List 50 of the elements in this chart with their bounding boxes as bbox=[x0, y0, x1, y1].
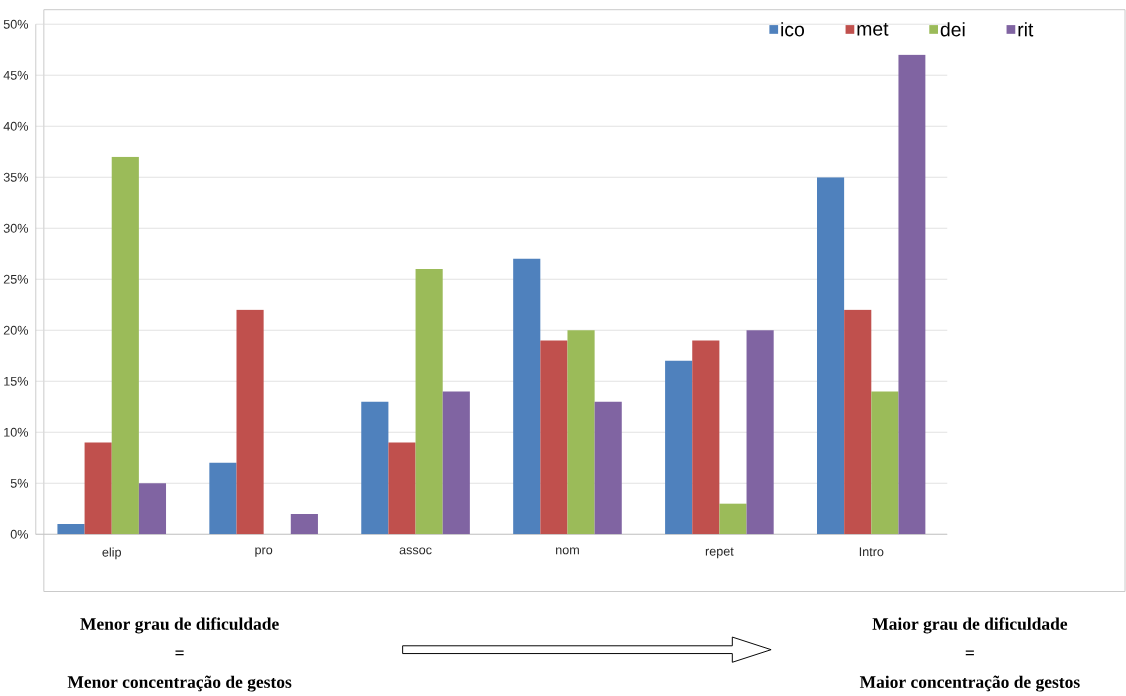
y-tick-label: 25% bbox=[3, 274, 29, 284]
legend-label: ico bbox=[781, 22, 805, 37]
bar bbox=[513, 258, 541, 535]
bar bbox=[871, 391, 899, 535]
bar bbox=[84, 442, 112, 535]
bar bbox=[57, 523, 85, 535]
legend-label: rit bbox=[1018, 22, 1034, 37]
y-tick-label: 45% bbox=[3, 70, 29, 80]
y-tick-label: 30% bbox=[3, 223, 29, 233]
x-tick-label: assoc bbox=[399, 547, 432, 555]
bar bbox=[746, 330, 774, 535]
legend-label: met bbox=[857, 22, 889, 36]
bar bbox=[844, 309, 872, 535]
x-tick-label: elip bbox=[102, 547, 121, 560]
bar bbox=[817, 177, 845, 535]
x-tick-label: nom bbox=[556, 547, 579, 555]
x-tick-label: repet bbox=[705, 547, 734, 559]
y-tick-label: 5% bbox=[10, 478, 29, 488]
text: = bbox=[175, 650, 184, 656]
bar bbox=[540, 340, 568, 535]
legend-label: dei bbox=[940, 22, 965, 37]
bar bbox=[898, 54, 926, 535]
bar bbox=[111, 156, 139, 535]
bar bbox=[692, 340, 720, 535]
bar bbox=[442, 391, 470, 535]
y-tick-label: 35% bbox=[3, 172, 29, 182]
bar bbox=[665, 360, 693, 535]
text: Maior concentração de gestos bbox=[859, 675, 1080, 692]
bar bbox=[719, 503, 747, 535]
y-tick-label: 10% bbox=[4, 427, 29, 437]
bar bbox=[388, 442, 416, 535]
y-tick-label: 15% bbox=[4, 376, 29, 386]
bar bbox=[567, 330, 595, 535]
text: = bbox=[965, 650, 974, 656]
bar bbox=[236, 309, 264, 535]
x-tick-label: pro bbox=[255, 547, 273, 557]
text: Maior grau de dificuldade bbox=[872, 617, 1068, 634]
text: Menor grau de dificuldade bbox=[80, 617, 279, 634]
y-tick-label: 0% bbox=[10, 529, 29, 539]
bar bbox=[415, 268, 443, 535]
bar bbox=[209, 462, 237, 535]
bar bbox=[290, 513, 318, 535]
y-tick-label: 50% bbox=[3, 19, 29, 29]
text: Menor concentração de gestos bbox=[67, 675, 292, 692]
y-tick-label: 20% bbox=[3, 325, 29, 335]
x-tick-label: Intro bbox=[859, 547, 884, 557]
bar bbox=[594, 401, 622, 535]
bar bbox=[361, 401, 389, 535]
bar bbox=[138, 483, 167, 535]
y-tick-label: 40% bbox=[3, 121, 29, 131]
